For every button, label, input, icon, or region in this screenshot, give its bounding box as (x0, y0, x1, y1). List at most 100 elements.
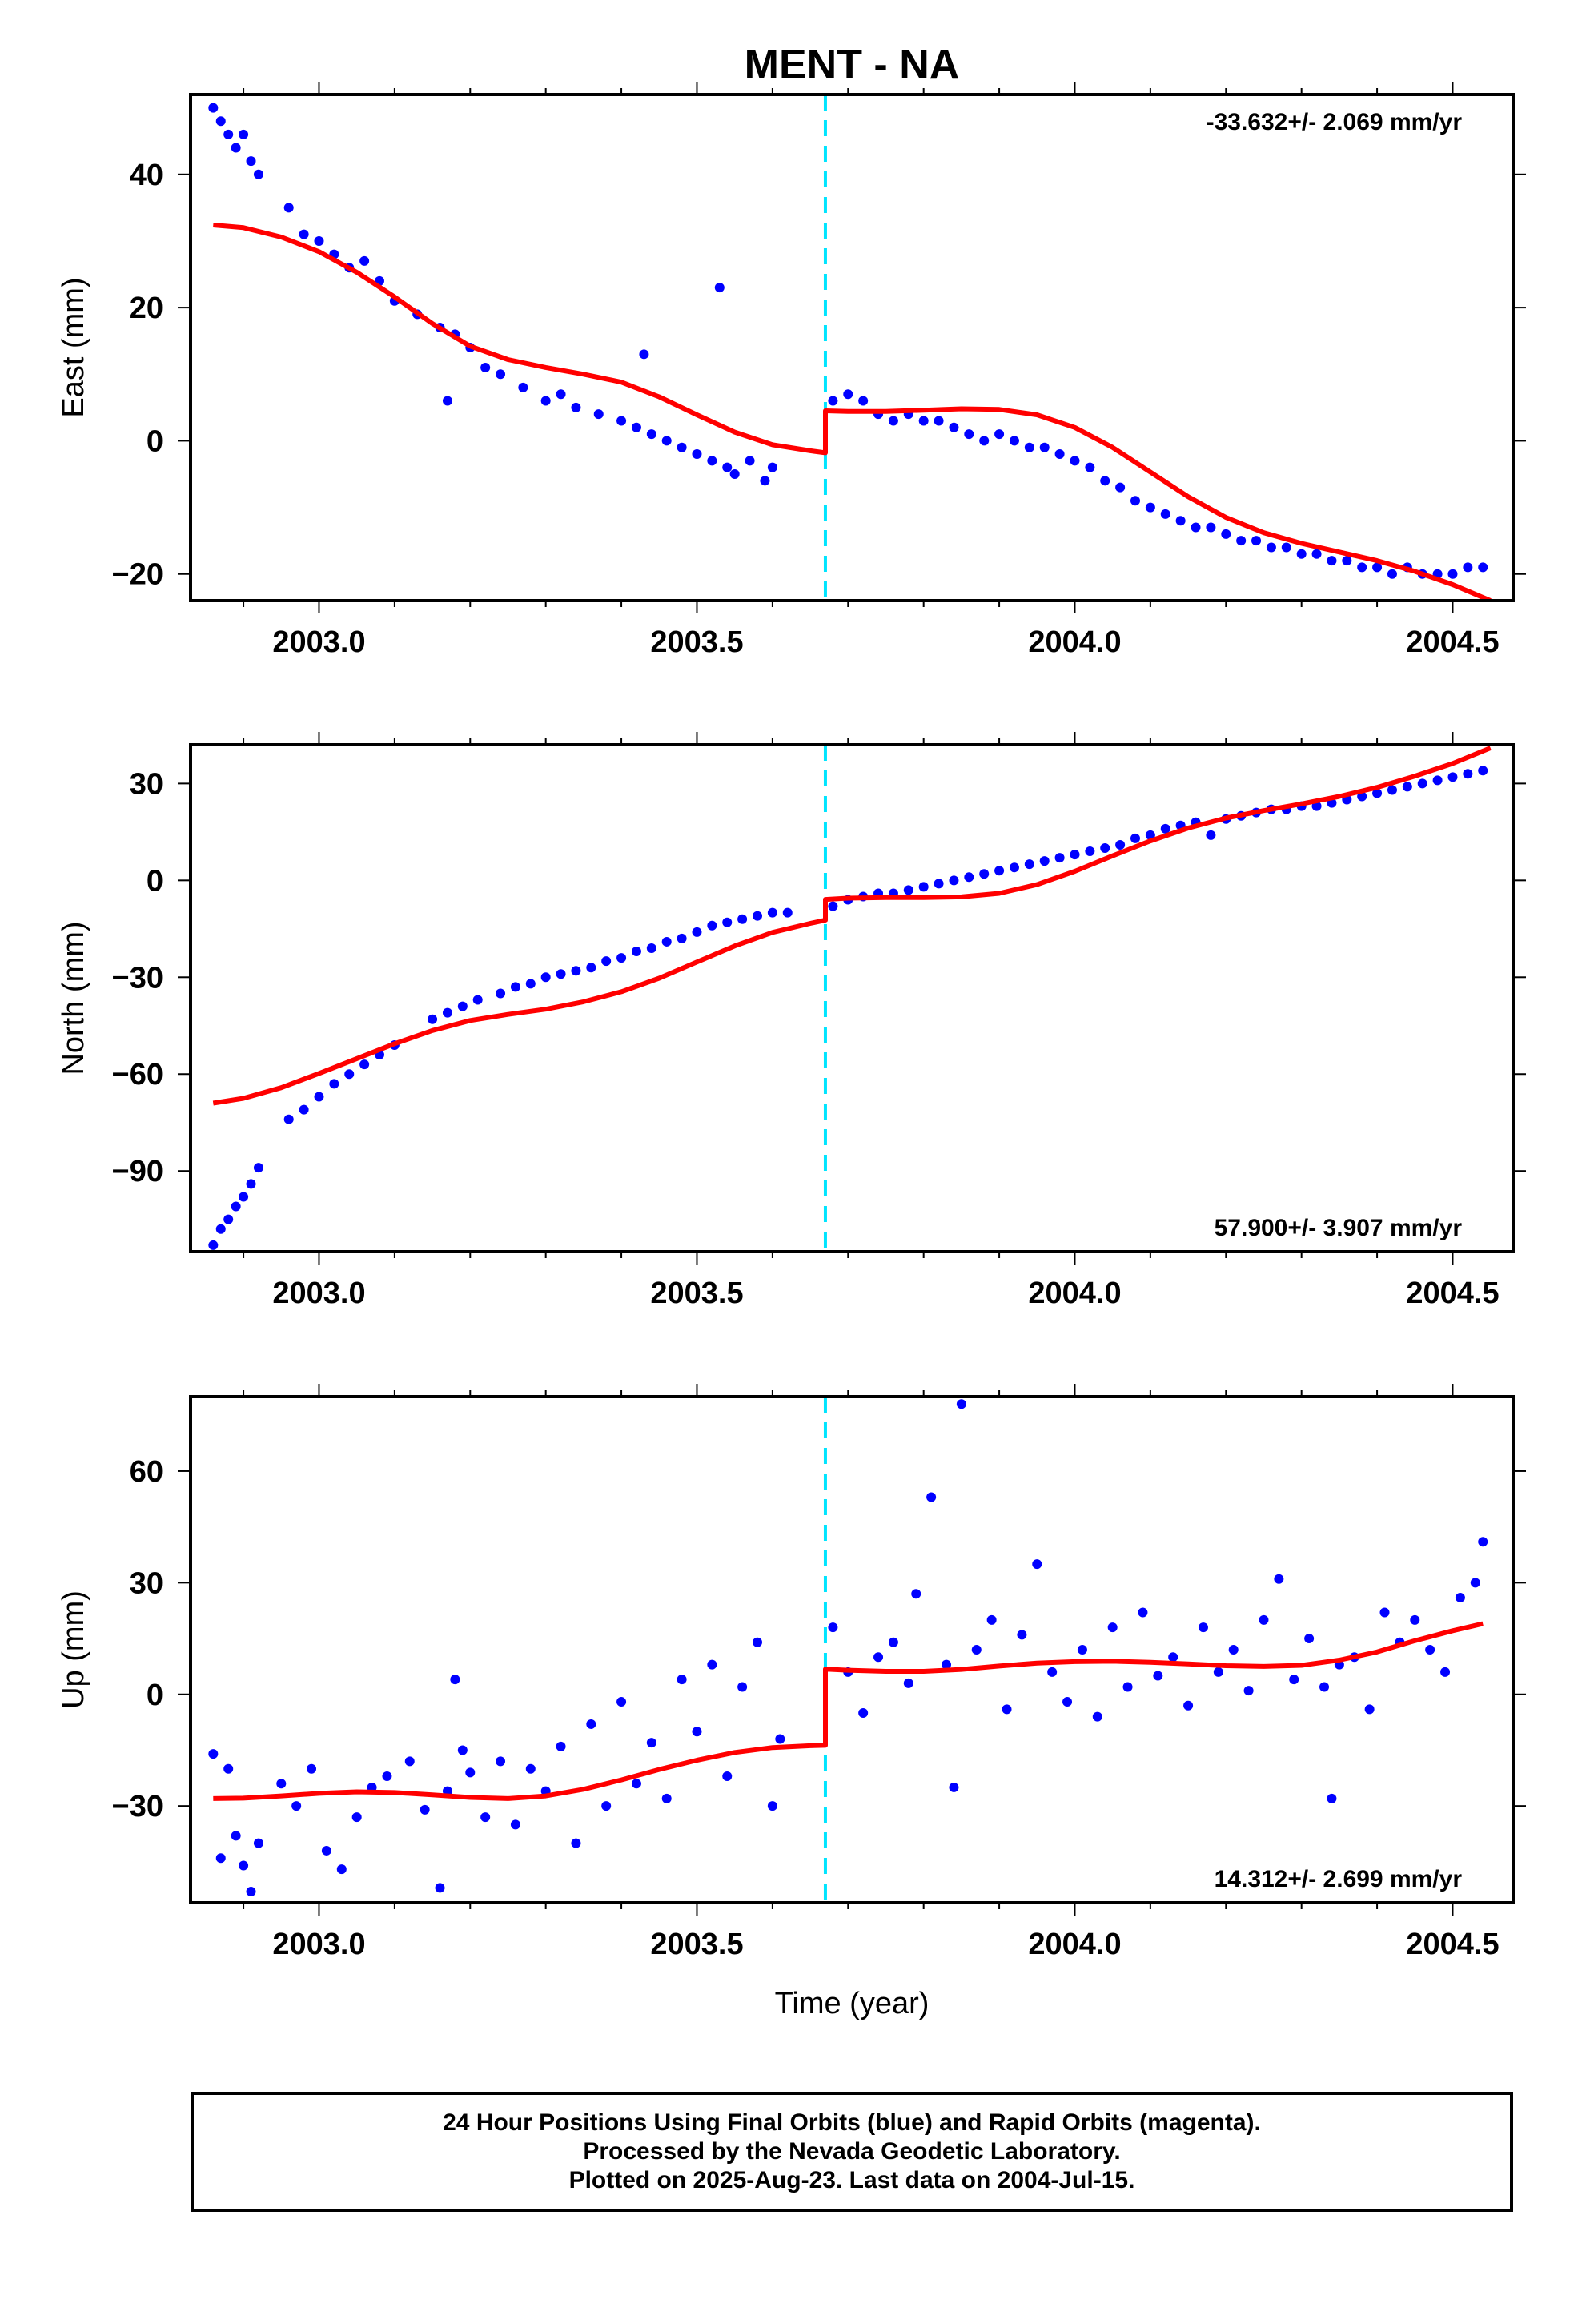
data-point (1024, 442, 1034, 452)
data-point (1342, 556, 1352, 566)
data-point (964, 429, 974, 440)
data-point (677, 442, 687, 452)
data-point (540, 396, 551, 406)
footer-line-3: Plotted on 2025-Aug-23. Last data on 200… (568, 2167, 1135, 2193)
data-point (661, 936, 672, 947)
data-point (918, 882, 929, 892)
data-point (510, 1819, 520, 1830)
data-point (428, 1014, 438, 1024)
data-point (1311, 549, 1322, 559)
data-point (828, 901, 838, 911)
data-point (639, 349, 649, 360)
data-point (1236, 536, 1247, 546)
data-point (586, 1719, 596, 1729)
panel-east: 2003.0 2003.5 2004.0 2004.5 −20 0 20 40 East (mm… (57, 82, 1526, 659)
model-fit-line (213, 1621, 1484, 1801)
data-point (601, 1801, 612, 1811)
panel-north: 2003.0 2003.5 2004.0 2004.5 −90 −60 −30 0 30 Nort… (57, 732, 1526, 1310)
data-point (1115, 482, 1126, 493)
data-point (646, 429, 656, 440)
data-point (1047, 1667, 1058, 1677)
data-point (737, 1682, 748, 1692)
data-point (767, 1801, 777, 1811)
data-point (934, 879, 944, 889)
data-point (246, 1179, 256, 1189)
data-point (979, 869, 990, 879)
data-point (692, 1727, 702, 1737)
data-point (435, 1883, 445, 1893)
data-point (903, 885, 913, 895)
data-point (1160, 823, 1170, 834)
data-point (729, 469, 740, 479)
data-point (556, 969, 566, 979)
data-point (231, 1831, 241, 1841)
data-point (540, 972, 551, 983)
data-point (1198, 1622, 1208, 1633)
x-tick-label: 2003.0 (272, 1928, 365, 1961)
data-point (1379, 1607, 1390, 1618)
data-point (215, 1224, 226, 1234)
data-point (1206, 522, 1216, 533)
data-point (496, 1756, 506, 1767)
data-point (1266, 542, 1276, 553)
y-tick-label: −30 (112, 961, 163, 995)
y-tick-label: 40 (130, 159, 163, 192)
data-point (1168, 1652, 1178, 1663)
data-point (208, 103, 219, 113)
model-fit-line (213, 223, 1492, 601)
data-point (556, 1741, 566, 1751)
data-point (956, 1399, 966, 1409)
data-point (994, 429, 1005, 440)
data-point (646, 943, 656, 954)
data-point (253, 1163, 263, 1173)
data-point (1357, 562, 1367, 573)
data-point (631, 947, 641, 957)
data-point (1251, 536, 1262, 546)
data-point (1107, 1622, 1118, 1633)
data-point (873, 1652, 884, 1663)
data-point (253, 1838, 263, 1848)
data-point (1032, 1559, 1042, 1570)
data-point (911, 1589, 921, 1599)
panel-frame (189, 1395, 1515, 1904)
data-point (616, 953, 627, 963)
y-tick-label: 30 (130, 1566, 163, 1600)
data-point (1463, 769, 1473, 779)
data-point (964, 872, 974, 883)
y-tick-label: 30 (130, 767, 163, 801)
data-point (231, 1201, 241, 1212)
data-point (979, 436, 990, 446)
data-point (571, 966, 581, 976)
x-tick-label: 2004.0 (1028, 1277, 1121, 1310)
data-point (646, 1738, 656, 1748)
data-point (472, 995, 483, 1005)
data-point (1160, 509, 1170, 519)
data-point (1100, 843, 1110, 854)
data-point (753, 911, 762, 921)
data-point (828, 1622, 838, 1633)
x-tick-label: 2003.0 (272, 625, 365, 659)
data-point (1009, 862, 1019, 873)
data-point (745, 456, 755, 466)
y-axis-label: East (mm) (57, 277, 90, 417)
data-point (336, 1864, 347, 1875)
data-point (1447, 772, 1458, 782)
data-point (223, 1763, 234, 1774)
data-point (450, 1675, 460, 1685)
data-point (888, 416, 898, 426)
y-axis-label: North (mm) (57, 921, 90, 1075)
data-point (1327, 1793, 1337, 1803)
x-tick-label: 2003.5 (650, 1928, 743, 1961)
data-point (1115, 839, 1126, 850)
data-point (760, 476, 770, 486)
data-point (1206, 830, 1216, 840)
data-point (571, 1838, 581, 1848)
velocity-rate-label: -33.632+/- 2.069 mm/yr (1207, 109, 1463, 135)
data-point (1228, 1645, 1239, 1655)
y-tick-label: 0 (147, 864, 163, 898)
data-point (1070, 456, 1080, 466)
data-point (231, 143, 241, 153)
data-point (1402, 782, 1412, 792)
data-point (661, 436, 672, 446)
panel-frame (189, 93, 1515, 602)
